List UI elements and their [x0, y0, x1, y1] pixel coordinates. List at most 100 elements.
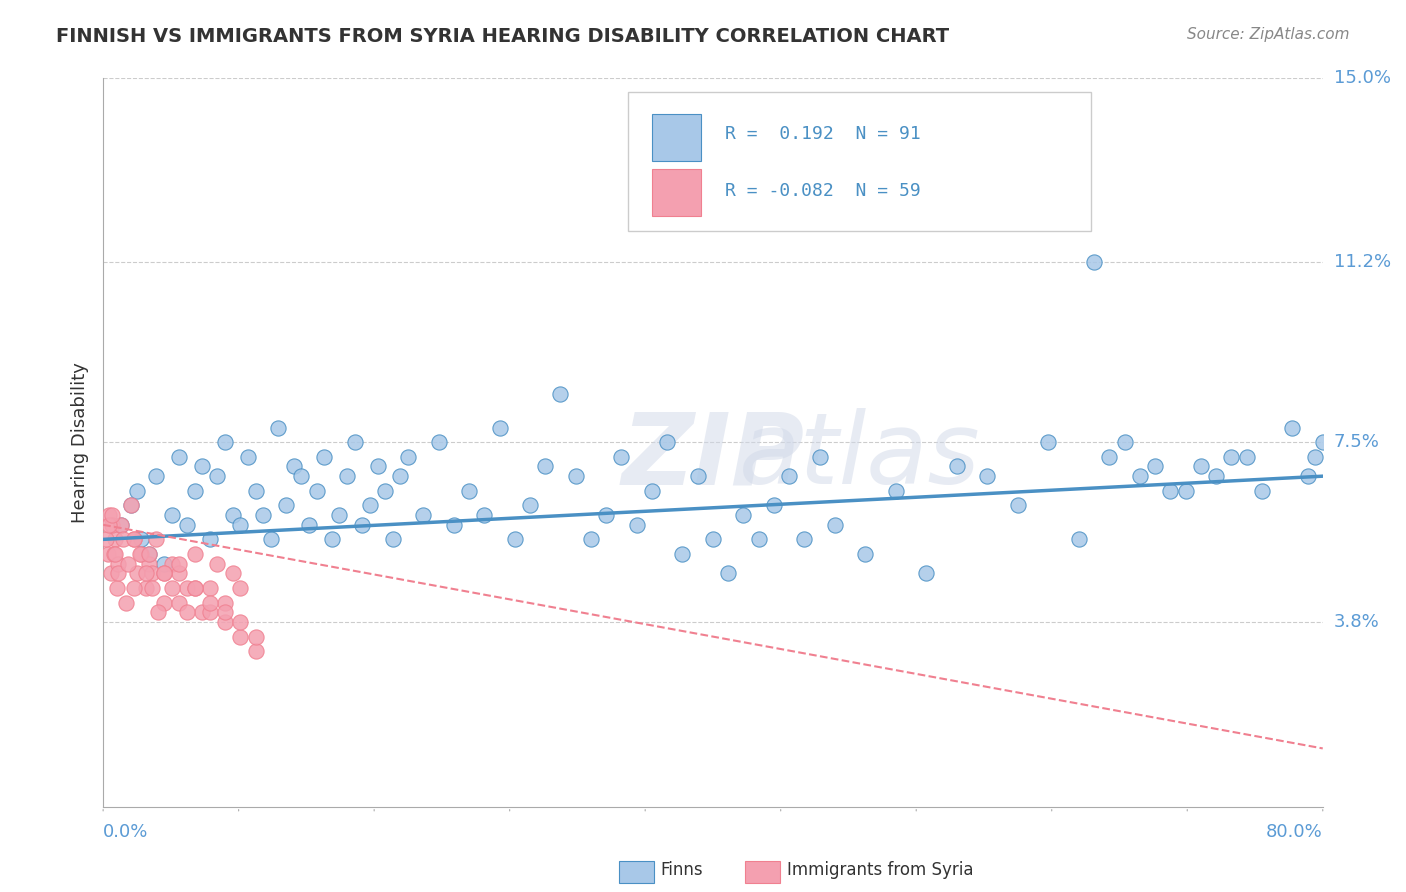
Point [100, 566, 122, 581]
Point [198, 605, 221, 619]
Point [1007, 499, 1029, 513]
Point [915, 566, 938, 581]
Point [748, 533, 770, 547]
Text: R =  0.192  N = 91: R = 0.192 N = 91 [725, 126, 921, 144]
Point [183, 547, 205, 561]
Point [778, 469, 800, 483]
Point [169, 596, 191, 610]
Point [626, 517, 648, 532]
Point [160, 557, 183, 571]
Point [183, 581, 205, 595]
Point [145, 533, 167, 547]
Point [128, 547, 150, 561]
Point [245, 483, 267, 498]
Point [117, 557, 139, 571]
Point [290, 469, 312, 483]
Point [267, 420, 290, 434]
Point [1189, 459, 1212, 474]
Point [97, 547, 120, 561]
Point [503, 533, 526, 547]
Point [1296, 469, 1319, 483]
Y-axis label: Hearing Disability: Hearing Disability [72, 361, 89, 523]
Point [122, 581, 145, 595]
Point [733, 508, 755, 522]
Point [98, 517, 121, 532]
Bar [652, 114, 700, 161]
Point [146, 605, 169, 619]
Point [1220, 450, 1243, 464]
Point [207, 469, 229, 483]
Point [104, 547, 127, 561]
Point [274, 499, 297, 513]
Point [472, 508, 495, 522]
Point [793, 533, 815, 547]
Point [105, 581, 128, 595]
Point [138, 557, 160, 571]
Point [107, 557, 129, 571]
Point [717, 566, 740, 581]
Point [328, 508, 350, 522]
Point [314, 450, 336, 464]
Point [191, 605, 214, 619]
Point [1312, 435, 1334, 450]
Point [458, 483, 481, 498]
Point [762, 499, 785, 513]
Point [129, 547, 152, 561]
Point [427, 435, 450, 450]
Point [641, 483, 664, 498]
Point [1098, 450, 1121, 464]
Point [1281, 420, 1303, 434]
Point [564, 469, 586, 483]
Point [110, 517, 132, 532]
Point [120, 499, 142, 513]
Point [686, 469, 709, 483]
Point [135, 581, 157, 595]
Point [1083, 255, 1105, 269]
Point [534, 459, 557, 474]
Point [160, 508, 183, 522]
Point [1129, 469, 1152, 483]
Point [104, 533, 127, 547]
Point [519, 499, 541, 513]
Point [1114, 435, 1136, 450]
Point [198, 533, 221, 547]
Point [214, 615, 236, 629]
Point [198, 581, 221, 595]
Point [808, 450, 831, 464]
Point [321, 533, 343, 547]
Text: 80.0%: 80.0% [1265, 823, 1323, 841]
Point [110, 517, 132, 532]
Point [176, 517, 198, 532]
Point [1236, 450, 1258, 464]
Point [824, 517, 846, 532]
Point [153, 596, 176, 610]
Point [367, 459, 389, 474]
Point [298, 517, 321, 532]
Point [488, 420, 510, 434]
Point [336, 469, 359, 483]
Text: 11.2%: 11.2% [1334, 253, 1391, 271]
Point [702, 533, 724, 547]
Point [153, 566, 176, 581]
Point [129, 533, 152, 547]
Text: 15.0%: 15.0% [1334, 69, 1391, 87]
Point [657, 435, 679, 450]
Point [183, 581, 205, 595]
Point [381, 533, 404, 547]
Point [229, 581, 252, 595]
Point [169, 557, 191, 571]
Text: Source: ZipAtlas.com: Source: ZipAtlas.com [1187, 27, 1350, 42]
Text: ZIP: ZIP [621, 409, 804, 505]
Point [389, 469, 412, 483]
Point [1174, 483, 1197, 498]
Point [245, 644, 267, 658]
Point [122, 533, 145, 547]
Point [176, 605, 198, 619]
Point [412, 508, 434, 522]
Point [1144, 459, 1167, 474]
Point [138, 547, 160, 561]
Text: R = -0.082  N = 59: R = -0.082 N = 59 [725, 182, 921, 200]
Point [1159, 483, 1181, 498]
Point [176, 581, 198, 595]
Point [207, 557, 229, 571]
